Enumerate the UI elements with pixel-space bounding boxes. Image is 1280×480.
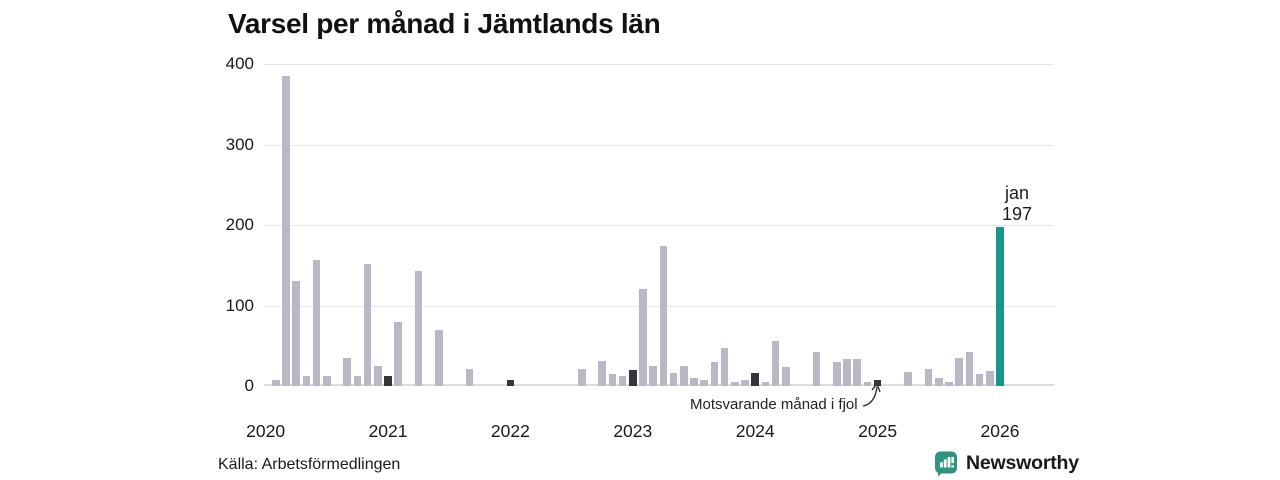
bar-2025-04: [904, 371, 912, 386]
bar-2020-04: [292, 281, 300, 386]
bar-2024-02: [761, 381, 770, 386]
bar-2023-07: [690, 377, 698, 386]
curved-arrow-icon: [862, 382, 881, 407]
x-tick-label-2020: 2020: [246, 421, 286, 441]
bar-2024-10: [843, 358, 851, 386]
bar-2022-08: [578, 369, 586, 386]
current-month-value: 197: [1001, 204, 1033, 224]
x-tick-label-2026: 2026: [980, 421, 1020, 441]
gridline-100: [264, 305, 1054, 307]
bar-2024-04: [782, 366, 790, 386]
bar-2024-11: [853, 358, 861, 386]
gridline-0: [264, 384, 1054, 386]
y-tick-label-100: 100: [225, 295, 254, 315]
bar-2024-09: [833, 361, 841, 386]
bar-2026-01: [996, 227, 1004, 386]
bar-2025-12: [986, 370, 994, 386]
bar-2023-01: [629, 369, 637, 386]
bar-2020-06: [312, 259, 321, 386]
current-month-value-label: jan 197: [987, 183, 1047, 225]
bar-2021-09: [465, 369, 474, 386]
newsworthy-logo[interactable]: Newsworthy: [933, 450, 1079, 477]
bar-2020-10: [353, 375, 362, 386]
y-tick-label-300: 300: [225, 134, 254, 154]
bar-2023-04: [659, 245, 668, 386]
bar-2023-10: [720, 348, 729, 386]
bar-2021-04: [414, 270, 423, 386]
bar-2021-01: [384, 375, 392, 386]
y-tick-label-400: 400: [225, 54, 254, 73]
y-tick-label-0: 0: [244, 376, 254, 395]
bar-2021-02: [394, 321, 402, 386]
source-caption: Källa: Arbetsförmedlingen: [218, 456, 401, 473]
bar-2022-10: [598, 361, 606, 386]
bar-2024-01: [751, 373, 759, 386]
bar-2025-09: [955, 357, 963, 386]
gridline-300: [264, 144, 1054, 146]
plot-area: [264, 64, 1054, 386]
bar-2025-08: [945, 381, 953, 386]
bar-2024-03: [771, 340, 780, 386]
bar-2023-06: [680, 365, 688, 386]
reference-annotation-text: Motsvarande månad i fjol: [690, 396, 858, 413]
bar-2025-06: [924, 369, 933, 386]
bar-2020-02: [272, 380, 280, 386]
bar-2020-12: [374, 365, 382, 386]
bar-2020-07: [323, 375, 331, 386]
bar-2025-07: [935, 377, 943, 386]
bar-2024-07: [812, 352, 821, 386]
x-tick-label-2024: 2024: [735, 421, 775, 441]
bar-2020-11: [363, 263, 372, 386]
bar-2023-08: [700, 379, 708, 386]
bar-2022-12: [618, 375, 627, 386]
x-tick-label-2022: 2022: [490, 421, 530, 441]
x-tick-label-2021: 2021: [368, 421, 408, 441]
current-month-label: jan: [1004, 183, 1030, 203]
bar-2023-12: [741, 380, 749, 386]
bar-2024-12: [863, 381, 872, 386]
bar-2020-09: [343, 357, 351, 386]
bar-2025-01: [873, 379, 882, 386]
bar-2023-03: [649, 365, 657, 386]
bar-2025-11: [975, 373, 984, 386]
bar-2020-03: [282, 76, 290, 386]
bar-2022-11: [608, 373, 617, 386]
chart-title: Varsel per månad i Jämtlands län: [228, 8, 661, 39]
bar-2025-10: [965, 352, 974, 386]
newsworthy-wordmark: Newsworthy: [966, 452, 1079, 474]
x-tick-label-2025: 2025: [858, 421, 898, 441]
bar-2023-02: [639, 289, 647, 386]
bar-2020-05: [302, 376, 311, 386]
bar-2022-01: [506, 380, 515, 386]
newsworthy-bubble-chart-icon: [935, 451, 957, 477]
y-tick-label-200: 200: [225, 215, 254, 234]
bar-2023-11: [731, 381, 739, 386]
x-tick-label-2023: 2023: [613, 421, 653, 441]
bar-2021-06: [435, 329, 443, 386]
gridline-400: [264, 64, 1054, 65]
bar-2023-05: [669, 373, 678, 386]
gridline-200: [264, 225, 1054, 226]
bar-2023-09: [710, 361, 719, 386]
